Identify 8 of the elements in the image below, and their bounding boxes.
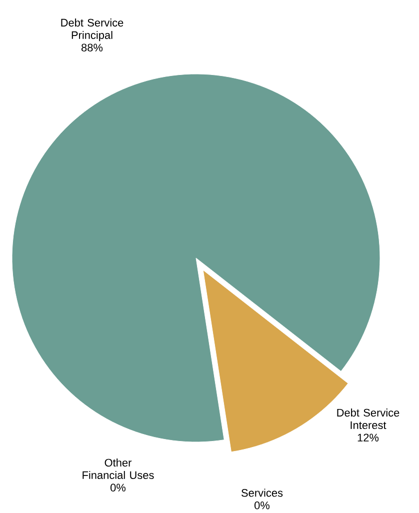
slice-label: Debt Service Principal	[61, 18, 124, 42]
slice-label: Debt Service Interest	[337, 408, 400, 430]
category-label: Other Financial Uses	[82, 458, 154, 480]
category-label: Services	[241, 488, 283, 497]
data-label: 12%	[358, 434, 379, 442]
data-label: 88%	[82, 44, 103, 52]
text: 0%	[110, 484, 126, 492]
text: 0%	[254, 501, 270, 510]
